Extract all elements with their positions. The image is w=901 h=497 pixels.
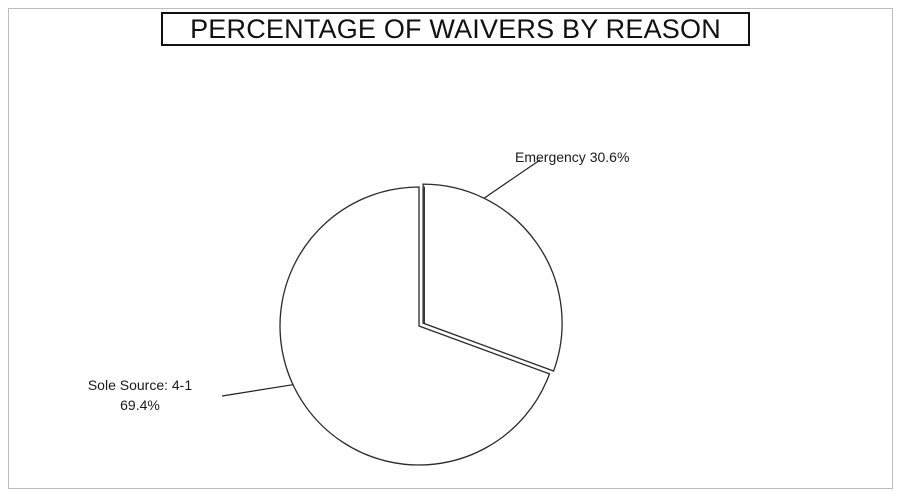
pie-slice-emergency bbox=[422, 183, 563, 372]
data-label-0-line-0: Emergency 30.6% bbox=[515, 149, 629, 165]
data-label-1-line-0: Sole Source: 4-1 bbox=[88, 377, 192, 393]
leader-line-0 bbox=[483, 159, 541, 199]
pie-slices bbox=[279, 183, 563, 466]
leader-line-1 bbox=[221, 384, 294, 397]
pie-slice-sole-source-4-1 bbox=[279, 186, 551, 466]
chart-title: PERCENTAGE OF WAIVERS BY REASON bbox=[161, 12, 750, 46]
data-label-1-line-1: 69.4% bbox=[120, 397, 160, 413]
